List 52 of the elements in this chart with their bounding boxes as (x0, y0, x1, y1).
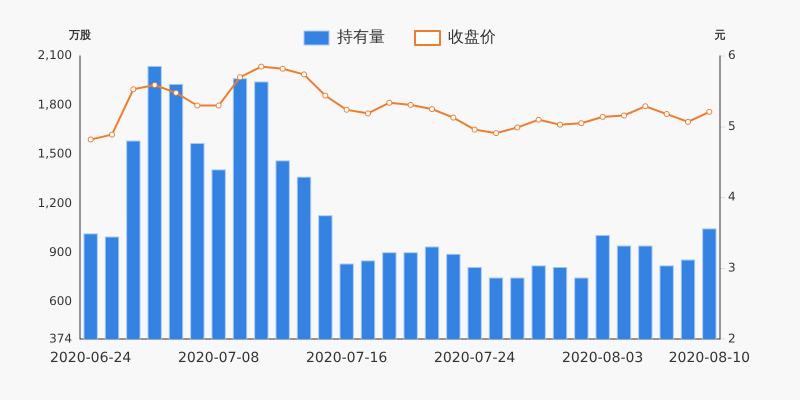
point (578, 120, 584, 126)
point (322, 92, 328, 99)
point (386, 100, 392, 106)
y-tick-label: 600 (49, 294, 72, 308)
y2-tick-label: 4 (728, 190, 736, 204)
point (88, 136, 94, 143)
point (450, 114, 456, 121)
point (642, 103, 648, 110)
point (685, 118, 691, 125)
point (152, 82, 158, 88)
point (600, 114, 606, 120)
point (408, 102, 414, 108)
x-tick-label: 2020-07-24 (434, 350, 516, 366)
legend-label: 持有量 (337, 27, 385, 46)
point (109, 132, 115, 138)
y2-tick-label: 5 (728, 118, 736, 133)
point (280, 66, 286, 72)
y-tick-label: 1,200 (38, 196, 72, 210)
point (237, 74, 243, 80)
point (130, 86, 136, 92)
point (706, 108, 712, 115)
x-tick-label: 2020-06-24 (50, 350, 132, 366)
x-tick-label: 2020-08-10 (668, 350, 750, 366)
legend-label: 收盘价 (448, 27, 496, 46)
point (664, 111, 670, 118)
point (344, 106, 350, 113)
y-tick-label: 2,100 (38, 48, 72, 62)
point (301, 71, 307, 78)
point (621, 112, 627, 118)
y2-axis-title: 元 (714, 28, 726, 42)
y-tick-label: 900 (49, 245, 72, 260)
y-tick-label: 1,800 (38, 97, 72, 112)
y-axis-title: 万股 (68, 28, 92, 42)
point (472, 126, 478, 133)
point (365, 110, 371, 116)
x-tick-label: 2020-07-08 (178, 350, 260, 366)
point (258, 64, 264, 70)
point (194, 102, 200, 109)
y2-tick-label: 6 (728, 48, 736, 62)
y2-tick-label: 3 (728, 260, 736, 275)
x-tick-label: 2020-08-03 (562, 350, 644, 366)
point (173, 90, 179, 96)
x-tick-label: 2020-07-16 (306, 350, 388, 366)
point (536, 116, 542, 123)
point (429, 106, 435, 112)
point (216, 102, 222, 109)
y-tick-label: 1,500 (38, 146, 72, 161)
y-tick-label: 374 (49, 331, 72, 346)
y2-tick-label: 2 (728, 331, 736, 346)
point (557, 122, 563, 128)
point (493, 130, 499, 136)
point (514, 124, 520, 131)
